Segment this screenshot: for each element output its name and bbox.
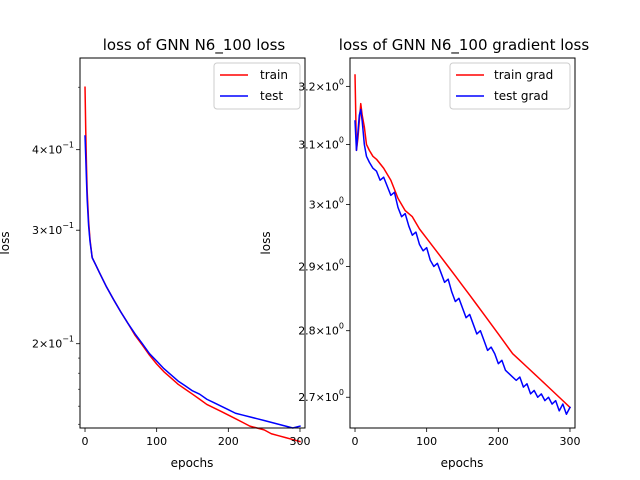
subplot-loss-legend: train test <box>213 62 301 110</box>
subplot-loss-title: loss of GNN N6_100 loss <box>103 36 286 55</box>
subplot-loss-ylabel: loss <box>0 231 12 254</box>
subplot-gradient-loss-plot-area <box>354 74 572 416</box>
y-tick-label: 3.1×100 <box>298 135 344 151</box>
subplot-gradient-loss-legend: train grad test grad <box>449 62 571 110</box>
subplot-loss-frame <box>79 57 306 429</box>
x-tick-label: 100 <box>416 435 437 448</box>
subplot-gradient-loss-ylabel: loss <box>259 231 273 254</box>
x-tick-label: 100 <box>146 435 167 448</box>
subplot-loss: loss of GNN N6_100 loss 0 100 200 300 2×10−1… <box>0 36 310 470</box>
x-tick-label: 200 <box>218 435 239 448</box>
y-tick-label: 2.9×100 <box>298 257 344 273</box>
subplot-loss-xlabel: epochs <box>171 456 214 470</box>
subplot-gradient-loss-title: loss of GNN N6_100 gradient loss <box>339 36 590 55</box>
subplot-gradient-loss: loss of GNN N6_100 gradient loss 0 100 200… <box>259 36 589 470</box>
x-tick-label: 0 <box>352 435 359 448</box>
legend-test-label: test <box>260 89 283 103</box>
y-tick-label: 4×10−1 <box>32 141 74 157</box>
subplot-gradient-loss-ticks: 0 100 200 300 2.7×100 2.8×100 2.9×100 3×100 3.1×… <box>298 77 580 448</box>
subplot-gradient-loss-xlabel: epochs <box>441 456 484 470</box>
y-tick-label: 3×100 <box>309 195 344 211</box>
y-tick-label: 2.8×100 <box>298 322 344 338</box>
subplot-loss-ticks: 0 100 200 300 2×10−1 3×10−1 4×10−1 <box>32 86 310 448</box>
y-tick-label: 3×10−1 <box>32 221 74 237</box>
x-tick-label: 200 <box>488 435 509 448</box>
y-tick-label: 2×10−1 <box>32 335 74 351</box>
series-line-train-grad <box>354 74 572 409</box>
legend-test-grad-label: test grad <box>494 89 548 103</box>
x-tick-label: 0 <box>82 435 89 448</box>
legend-train-label: train <box>260 68 288 82</box>
y-tick-label: 3.2×100 <box>298 77 344 93</box>
series-line-test <box>84 135 301 429</box>
subplot-gradient-loss-frame <box>349 57 576 429</box>
series-line-test-grad <box>354 108 571 416</box>
x-tick-label: 300 <box>559 435 580 448</box>
x-tick-label: 300 <box>289 435 310 448</box>
y-tick-label: 2.7×100 <box>298 388 344 404</box>
legend-train-grad-label: train grad <box>494 68 553 82</box>
